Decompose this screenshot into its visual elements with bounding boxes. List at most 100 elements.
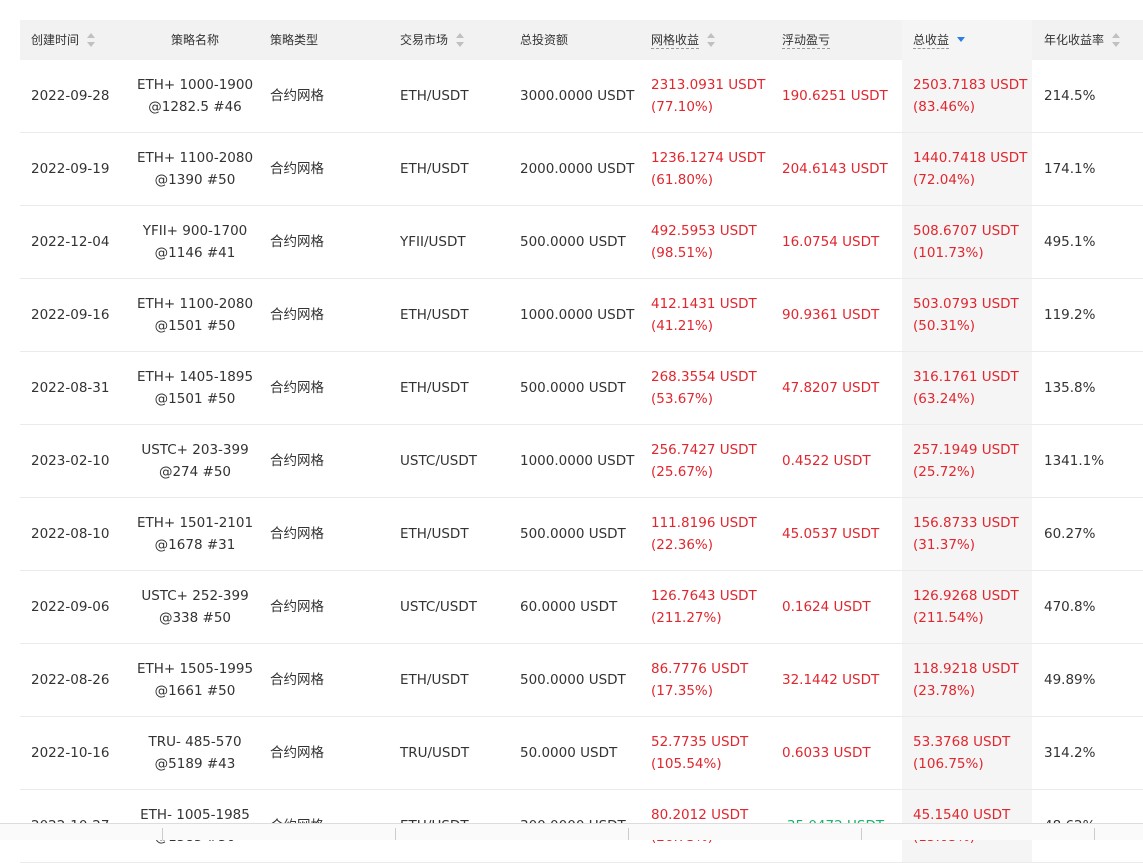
cell-created: 2022-08-10 [20,498,140,570]
cell-invest-text: 2000.0000 USDT [520,161,635,177]
sorted-column-highlight [902,206,1032,278]
sort-descending-icon[interactable] [956,37,966,43]
cell-total: 156.8733 USDT (31.37%) [902,498,1032,570]
cell-market-text: ETH/USDT [400,526,469,542]
cell-grid-profit-text: (98.51%) [651,245,714,261]
cell-name-text: ETH+ 1501-2101 [136,515,254,531]
cell-total-text: (23.78%) [913,683,976,699]
cell-name: ETH+ 1501-2101 @1678 #31 [130,498,260,570]
cell-total-text: (101.73%) [913,245,984,261]
table-row[interactable]: 2022-08-31 ETH+ 1405-1895 @1501 #50 合约网格 ETH… [20,352,1143,425]
cell-invest: 60.0000 USDT [520,571,640,643]
cell-total-text: 1440.7418 USDT [913,150,1028,166]
cell-type: 合约网格 [270,717,380,789]
cell-floating: 45.0537 USDT [782,498,902,570]
sorted-column-highlight [902,279,1032,351]
cell-type: 合约网格 [270,425,380,497]
cell-invest-text: 1000.0000 USDT [520,453,635,469]
cell-market-text: YFII/USDT [400,234,466,250]
cell-name-text: @1282.5 #46 [148,99,242,115]
table-row[interactable]: 2022-08-10 ETH+ 1501-2101 @1678 #31 合约网格 ETH… [20,498,1143,571]
table-row[interactable]: 2022-08-26 ETH+ 1505-1995 @1661 #50 合约网格 ETH… [20,644,1143,717]
cell-annual-text: 135.8% [1044,380,1096,396]
cell-grid-profit-text: (41.21%) [651,318,714,334]
cell-floating-text: 16.0754 USDT [782,234,880,250]
cell-created: 2022-08-31 [20,352,140,424]
cell-total: 503.0793 USDT (50.31%) [902,279,1032,351]
cell-annual: 495.1% [1044,206,1143,278]
cell-floating: 90.9361 USDT [782,279,902,351]
cell-name: ETH+ 1405-1895 @1501 #50 [130,352,260,424]
cell-name: YFII+ 900-1700 @1146 #41 [130,206,260,278]
cell-annual-text: 470.8% [1044,599,1096,615]
cell-annual: 214.5% [1044,60,1143,132]
cell-total-text: (83.46%) [913,99,976,115]
sort-icon[interactable] [86,33,96,47]
cell-created-text: 2022-09-19 [31,161,110,177]
cell-created: 2022-08-26 [20,644,140,716]
table-row[interactable]: 2022-09-28 ETH+ 1000-1900 @1282.5 #46 合约网格 E… [20,60,1143,133]
cell-grid-profit: 86.7776 USDT (17.35%) [651,644,781,716]
cell-invest-text: 500.0000 USDT [520,234,626,250]
cell-total-text: (31.37%) [913,537,976,553]
table-row[interactable]: 2023-02-10 USTC+ 203-399 @274 #50 合约网格 USTC/… [20,425,1143,498]
cell-created-text: 2023-02-10 [31,453,110,469]
cell-market-text: ETH/USDT [400,88,469,104]
cell-created-text: 2022-09-06 [31,599,110,615]
horizontal-scrollbar[interactable] [0,823,1143,840]
table-row[interactable]: 2022-09-19 ETH+ 1100-2080 @1390 #50 合约网格 ETH… [20,133,1143,206]
cell-name: ETH+ 1505-1995 @1661 #50 [130,644,260,716]
header-created[interactable]: 创建时间 [20,20,140,60]
cell-type-text: 合约网格 [270,453,324,469]
sorted-column-highlight [902,644,1032,716]
cell-type: 合约网格 [270,133,380,205]
table-row[interactable]: 2022-09-06 USTC+ 252-399 @338 #50 合约网格 USTC/… [20,571,1143,644]
cell-grid-profit-text: 412.1431 USDT [651,296,757,312]
header-annual[interactable]: 年化收益率 [1044,20,1143,60]
cell-name-text: @1501 #50 [154,391,236,407]
sorted-column-highlight [902,20,1032,60]
cell-floating: 16.0754 USDT [782,206,902,278]
cell-grid-profit-text: 256.7427 USDT [651,442,757,458]
cell-grid-profit: 412.1431 USDT (41.21%) [651,279,781,351]
sort-icon[interactable] [706,33,716,47]
cell-name-text: ETH+ 1100-2080 [136,150,254,166]
cell-annual-text: 1341.1% [1044,453,1105,469]
cell-type-text: 合约网格 [270,307,324,323]
cell-type: 合约网格 [270,571,380,643]
sorted-column-highlight [902,498,1032,570]
cell-floating-text: 204.6143 USDT [782,161,888,177]
cell-name: TRU- 485-570 @5189 #43 [130,717,260,789]
cell-invest-text: 60.0000 USDT [520,599,618,615]
cell-type-text: 合约网格 [270,88,324,104]
header-total[interactable]: 总收益 [902,20,1032,60]
strategy-table: 创建时间 策略名称 策略类型 交易市场 总投资额 网格收益 浮动盈亏 总收益 年… [20,20,1143,863]
cell-grid-profit: 52.7735 USDT (105.54%) [651,717,781,789]
sort-icon[interactable] [1111,33,1121,47]
cell-type-text: 合约网格 [270,672,324,688]
cell-invest: 500.0000 USDT [520,498,640,570]
cell-total: 257.1949 USDT (25.72%) [902,425,1032,497]
cell-annual: 470.8% [1044,571,1143,643]
cell-floating: 0.6033 USDT [782,717,902,789]
cell-name-text: @338 #50 [158,610,232,626]
cell-invest-text: 50.0000 USDT [520,745,618,761]
header-market[interactable]: 交易市场 [400,20,510,60]
cell-annual-text: 314.2% [1044,745,1096,761]
cell-type-text: 合约网格 [270,380,324,396]
cell-total-text: (106.75%) [913,756,984,772]
cell-type: 合约网格 [270,644,380,716]
cell-total: 126.9268 USDT (211.54%) [902,571,1032,643]
cell-floating: 204.6143 USDT [782,133,902,205]
cell-invest: 1000.0000 USDT [520,279,640,351]
header-grid-profit[interactable]: 网格收益 [651,20,781,60]
cell-created-text: 2022-09-16 [31,307,110,323]
table-row[interactable]: 2022-12-04 YFII+ 900-1700 @1146 #41 合约网格 YFI… [20,206,1143,279]
cell-total-text: 503.0793 USDT [913,296,1019,312]
sort-icon[interactable] [455,33,465,47]
cell-name-text: @1146 #41 [154,245,236,261]
table-row[interactable]: 2022-10-16 TRU- 485-570 @5189 #43 合约网格 TRU/U… [20,717,1143,790]
sorted-column-highlight [902,571,1032,643]
cell-total-text: (50.31%) [913,318,976,334]
table-row[interactable]: 2022-09-16 ETH+ 1100-2080 @1501 #50 合约网格 ETH… [20,279,1143,352]
